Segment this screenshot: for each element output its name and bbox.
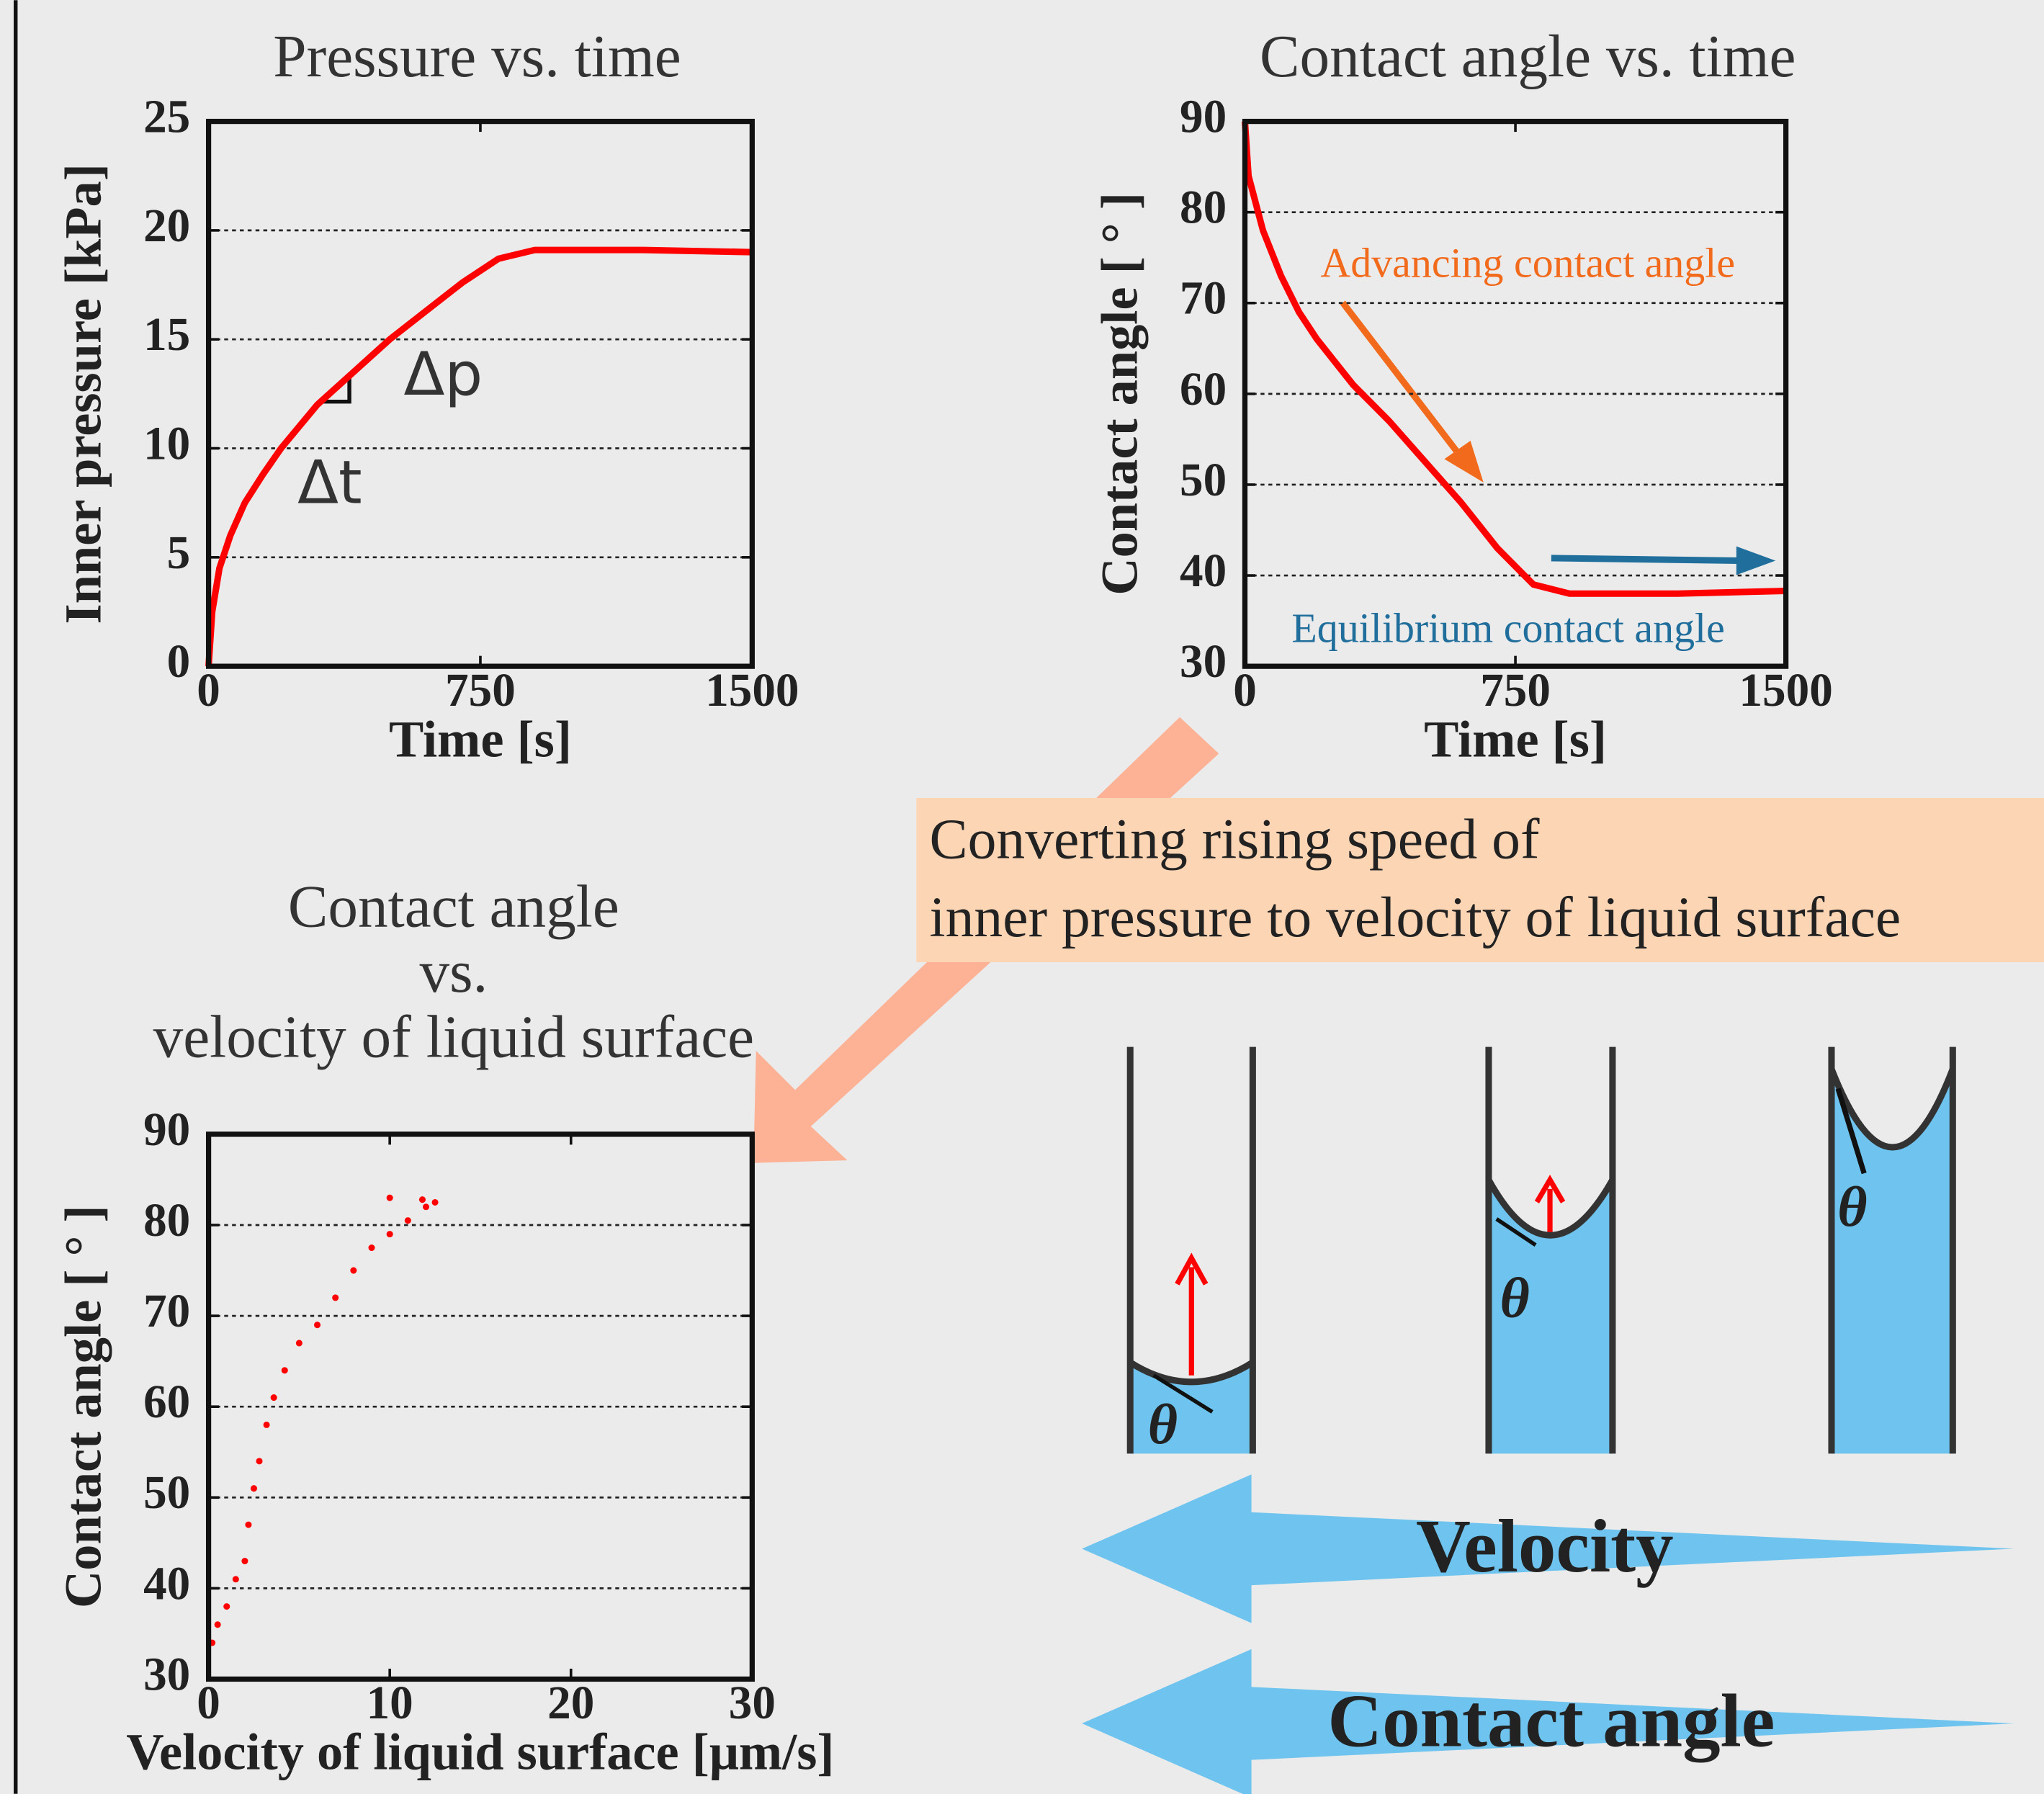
data-point	[223, 1603, 230, 1610]
theta-label: θ	[1837, 1175, 1867, 1239]
y-tick-label: 15	[143, 309, 190, 361]
data-point	[350, 1267, 357, 1274]
y-tick-label: 70	[1180, 273, 1227, 325]
data-point	[368, 1244, 375, 1252]
x-tick-label: 1500	[1739, 665, 1832, 717]
y-tick-label: 30	[143, 1649, 190, 1700]
x-tick-label: 750	[1480, 665, 1551, 717]
data-point	[431, 1198, 439, 1206]
x-tick-label: 20	[547, 1677, 594, 1729]
y-tick-label: 50	[143, 1467, 190, 1519]
annotation: Equilibrium contact angle	[1291, 604, 1724, 651]
chart-title: velocity of liquid surface	[153, 1004, 755, 1070]
slope-marker	[319, 374, 351, 404]
plot-frame	[205, 118, 755, 669]
data-point	[270, 1394, 277, 1401]
equilibrium-arrow	[1551, 555, 1741, 565]
y-tick-label: 60	[143, 1376, 190, 1428]
x-tick-label: 1500	[705, 665, 799, 717]
y-tick-label: 60	[1180, 364, 1227, 416]
x-axis-label: Time [s]	[389, 709, 572, 768]
data-point	[256, 1458, 263, 1465]
x-axis-label: Velocity of liquid surface [μm/s]	[126, 1723, 834, 1781]
equilibrium-arrowhead	[1736, 546, 1776, 575]
y-axis-label: Contact angle [ ° ]	[1090, 192, 1149, 596]
chart-title: Contact angle	[288, 874, 619, 940]
tubes	[1126, 1046, 1956, 1454]
y-tick-label: 90	[1180, 91, 1227, 143]
y-tick-label: 20	[143, 200, 190, 252]
data-point	[386, 1194, 393, 1201]
y-tick-label: 10	[143, 418, 190, 470]
y-tick-label: 90	[143, 1104, 190, 1156]
data-point	[386, 1231, 393, 1238]
annotation: Δp	[403, 339, 483, 409]
y-tick-label: 80	[143, 1195, 190, 1247]
plot-frame	[1242, 118, 1789, 669]
advancing-arrowhead	[1444, 441, 1484, 483]
theta-label: θ	[1148, 1393, 1178, 1456]
y-tick-label: 40	[1180, 545, 1227, 597]
chart-title: Pressure vs. time	[273, 24, 681, 90]
data-point	[314, 1322, 321, 1329]
data-point	[214, 1621, 221, 1628]
x-tick-label: 30	[729, 1677, 776, 1729]
data-point	[404, 1217, 411, 1224]
theta-label: θ	[1500, 1266, 1529, 1329]
arrow-label: Contact angle	[1327, 1678, 1775, 1762]
contact-angle-arrow	[1082, 1649, 2014, 1794]
y-tick-label: 40	[143, 1558, 190, 1610]
x-tick-label: 0	[197, 1677, 220, 1729]
x-axis-label: Time [s]	[1424, 709, 1607, 768]
plot-frame	[205, 1131, 755, 1682]
x-tick-label: 10	[367, 1677, 413, 1729]
data-line	[205, 246, 753, 667]
data-point	[241, 1558, 248, 1565]
x-tick-label: 750	[445, 665, 516, 717]
y-tick-label: 50	[1180, 454, 1227, 506]
y-tick-label: 70	[143, 1286, 190, 1337]
y-tick-label: 25	[143, 91, 190, 143]
data-point	[281, 1367, 288, 1374]
data-point	[418, 1196, 426, 1203]
x-tick-label: 0	[197, 665, 220, 717]
note-box	[916, 797, 2044, 962]
y-tick-label: 5	[167, 527, 191, 579]
chart-title: vs.	[419, 939, 488, 1005]
note-line: Converting rising speed of	[929, 807, 1539, 871]
data-point	[422, 1203, 430, 1211]
data-point	[245, 1521, 252, 1528]
y-tick-label: 80	[1180, 182, 1227, 234]
velocity-arrow	[1082, 1474, 2014, 1623]
y-axis-label: Contact angle [ ° ]	[54, 1205, 112, 1608]
y-tick-label: 0	[167, 636, 191, 688]
arrow-label: Velocity	[1416, 1504, 1674, 1588]
data-point	[263, 1421, 270, 1428]
data-line	[1241, 121, 1786, 597]
chart-title: Contact angle vs. time	[1260, 24, 1796, 90]
annotation: Advancing contact angle	[1320, 240, 1735, 287]
note-line: inner pressure to velocity of liquid sur…	[929, 886, 1901, 949]
data-point	[295, 1340, 302, 1347]
data-point	[232, 1576, 239, 1583]
x-tick-label: 0	[1233, 665, 1257, 717]
data-point	[250, 1485, 258, 1492]
data-point	[332, 1294, 339, 1301]
y-axis-label: Inner pressure [kPa]	[54, 163, 112, 624]
y-tick-label: 30	[1180, 636, 1227, 688]
advancing-arrow	[1340, 300, 1466, 462]
annotation: Δt	[297, 447, 362, 517]
